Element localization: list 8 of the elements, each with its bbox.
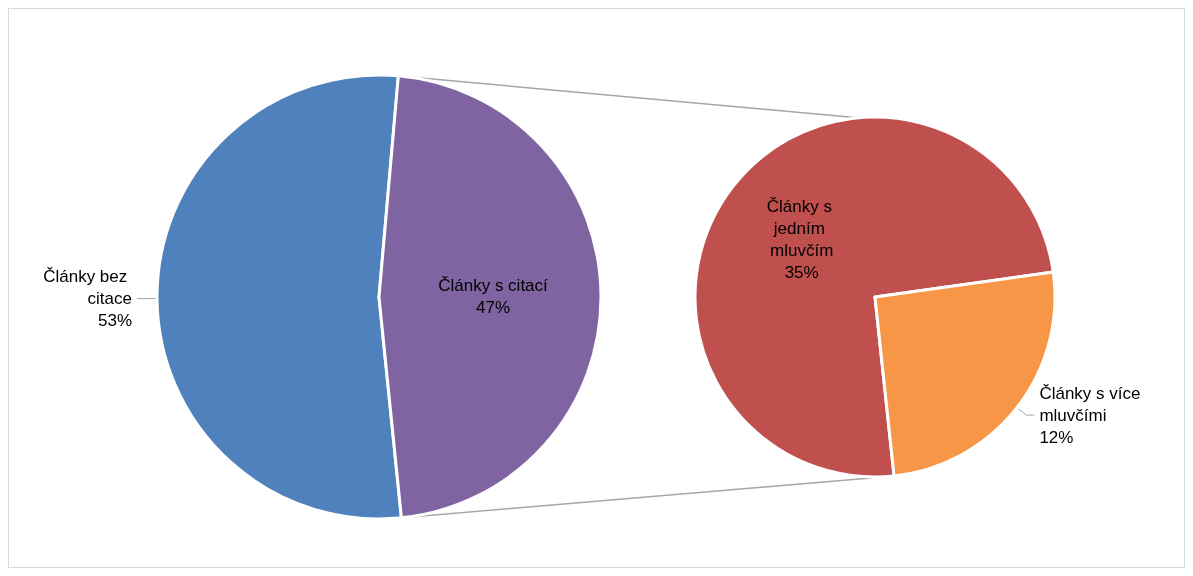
slice-label: Články s jedním mluvčím (766, 197, 837, 261)
slice-label: Články bez citace (43, 267, 133, 309)
data-label: 12% (1039, 427, 1074, 447)
data-label: 47% (475, 297, 511, 317)
data-label: 53% (97, 311, 133, 331)
slice-label: Články s více mluvčími (1039, 383, 1146, 425)
slice-label: Články s citací (438, 275, 549, 295)
data-label: 35% (784, 263, 819, 283)
